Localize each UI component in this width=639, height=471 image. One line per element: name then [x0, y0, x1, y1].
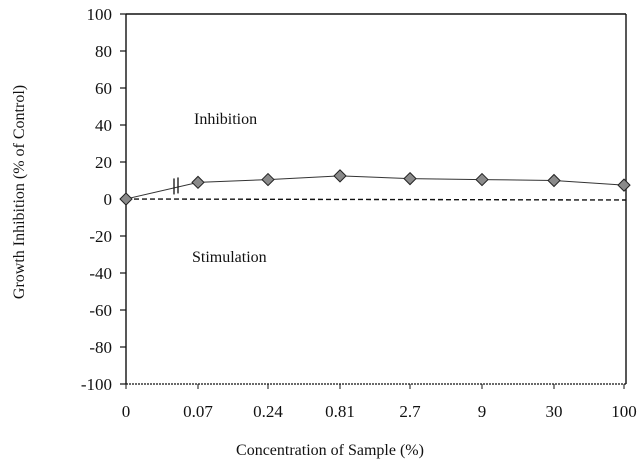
- y-tick-label: 0: [104, 190, 113, 209]
- y-tick-label: 60: [95, 79, 112, 98]
- y-tick-label: -20: [89, 227, 112, 246]
- data-point: [617, 178, 631, 192]
- x-axis-title: Concentration of Sample (%): [236, 442, 424, 459]
- x-tick-label: 9: [478, 402, 487, 421]
- y-tick-label: -80: [89, 338, 112, 357]
- data-point: [191, 175, 205, 190]
- x-ticks-group: 0 0.07 0.24 0.81 2.7 9 30 100: [122, 384, 637, 421]
- x-tick-label: 0: [122, 402, 131, 421]
- y-tick-label: 80: [95, 42, 112, 61]
- y-tick-label: -40: [89, 264, 112, 283]
- zero-reference-line: [125, 198, 627, 201]
- x-tick-label: 0.07: [183, 402, 213, 421]
- data-point: [403, 171, 417, 186]
- y-tick-label: -100: [81, 375, 112, 394]
- y-tick-label: 20: [95, 153, 112, 172]
- y-tick-label: 40: [95, 116, 112, 135]
- series-group: [119, 169, 631, 206]
- data-point: [119, 192, 133, 206]
- y-tick-label: 100: [87, 5, 113, 24]
- y-tick-label: -60: [89, 301, 112, 320]
- x-tick-label: 100: [611, 402, 637, 421]
- data-point: [547, 173, 561, 188]
- x-tick-label: 0.24: [253, 402, 283, 421]
- annotation-stimulation: Stimulation: [192, 249, 267, 266]
- x-tick-label: 2.7: [399, 402, 421, 421]
- series-line: [125, 175, 625, 200]
- data-point: [261, 172, 275, 187]
- data-point: [333, 169, 347, 183]
- y-axis-title: Growth Inhibition (% of Control): [11, 85, 28, 299]
- annotation-inhibition: Inhibition: [194, 111, 257, 128]
- x-tick-label: 0.81: [325, 402, 355, 421]
- y-ticks-group: -100 -80 -60 -40 -20 0 20 40 60 80 100: [81, 5, 126, 394]
- data-point: [475, 172, 489, 187]
- x-tick-label: 30: [546, 402, 563, 421]
